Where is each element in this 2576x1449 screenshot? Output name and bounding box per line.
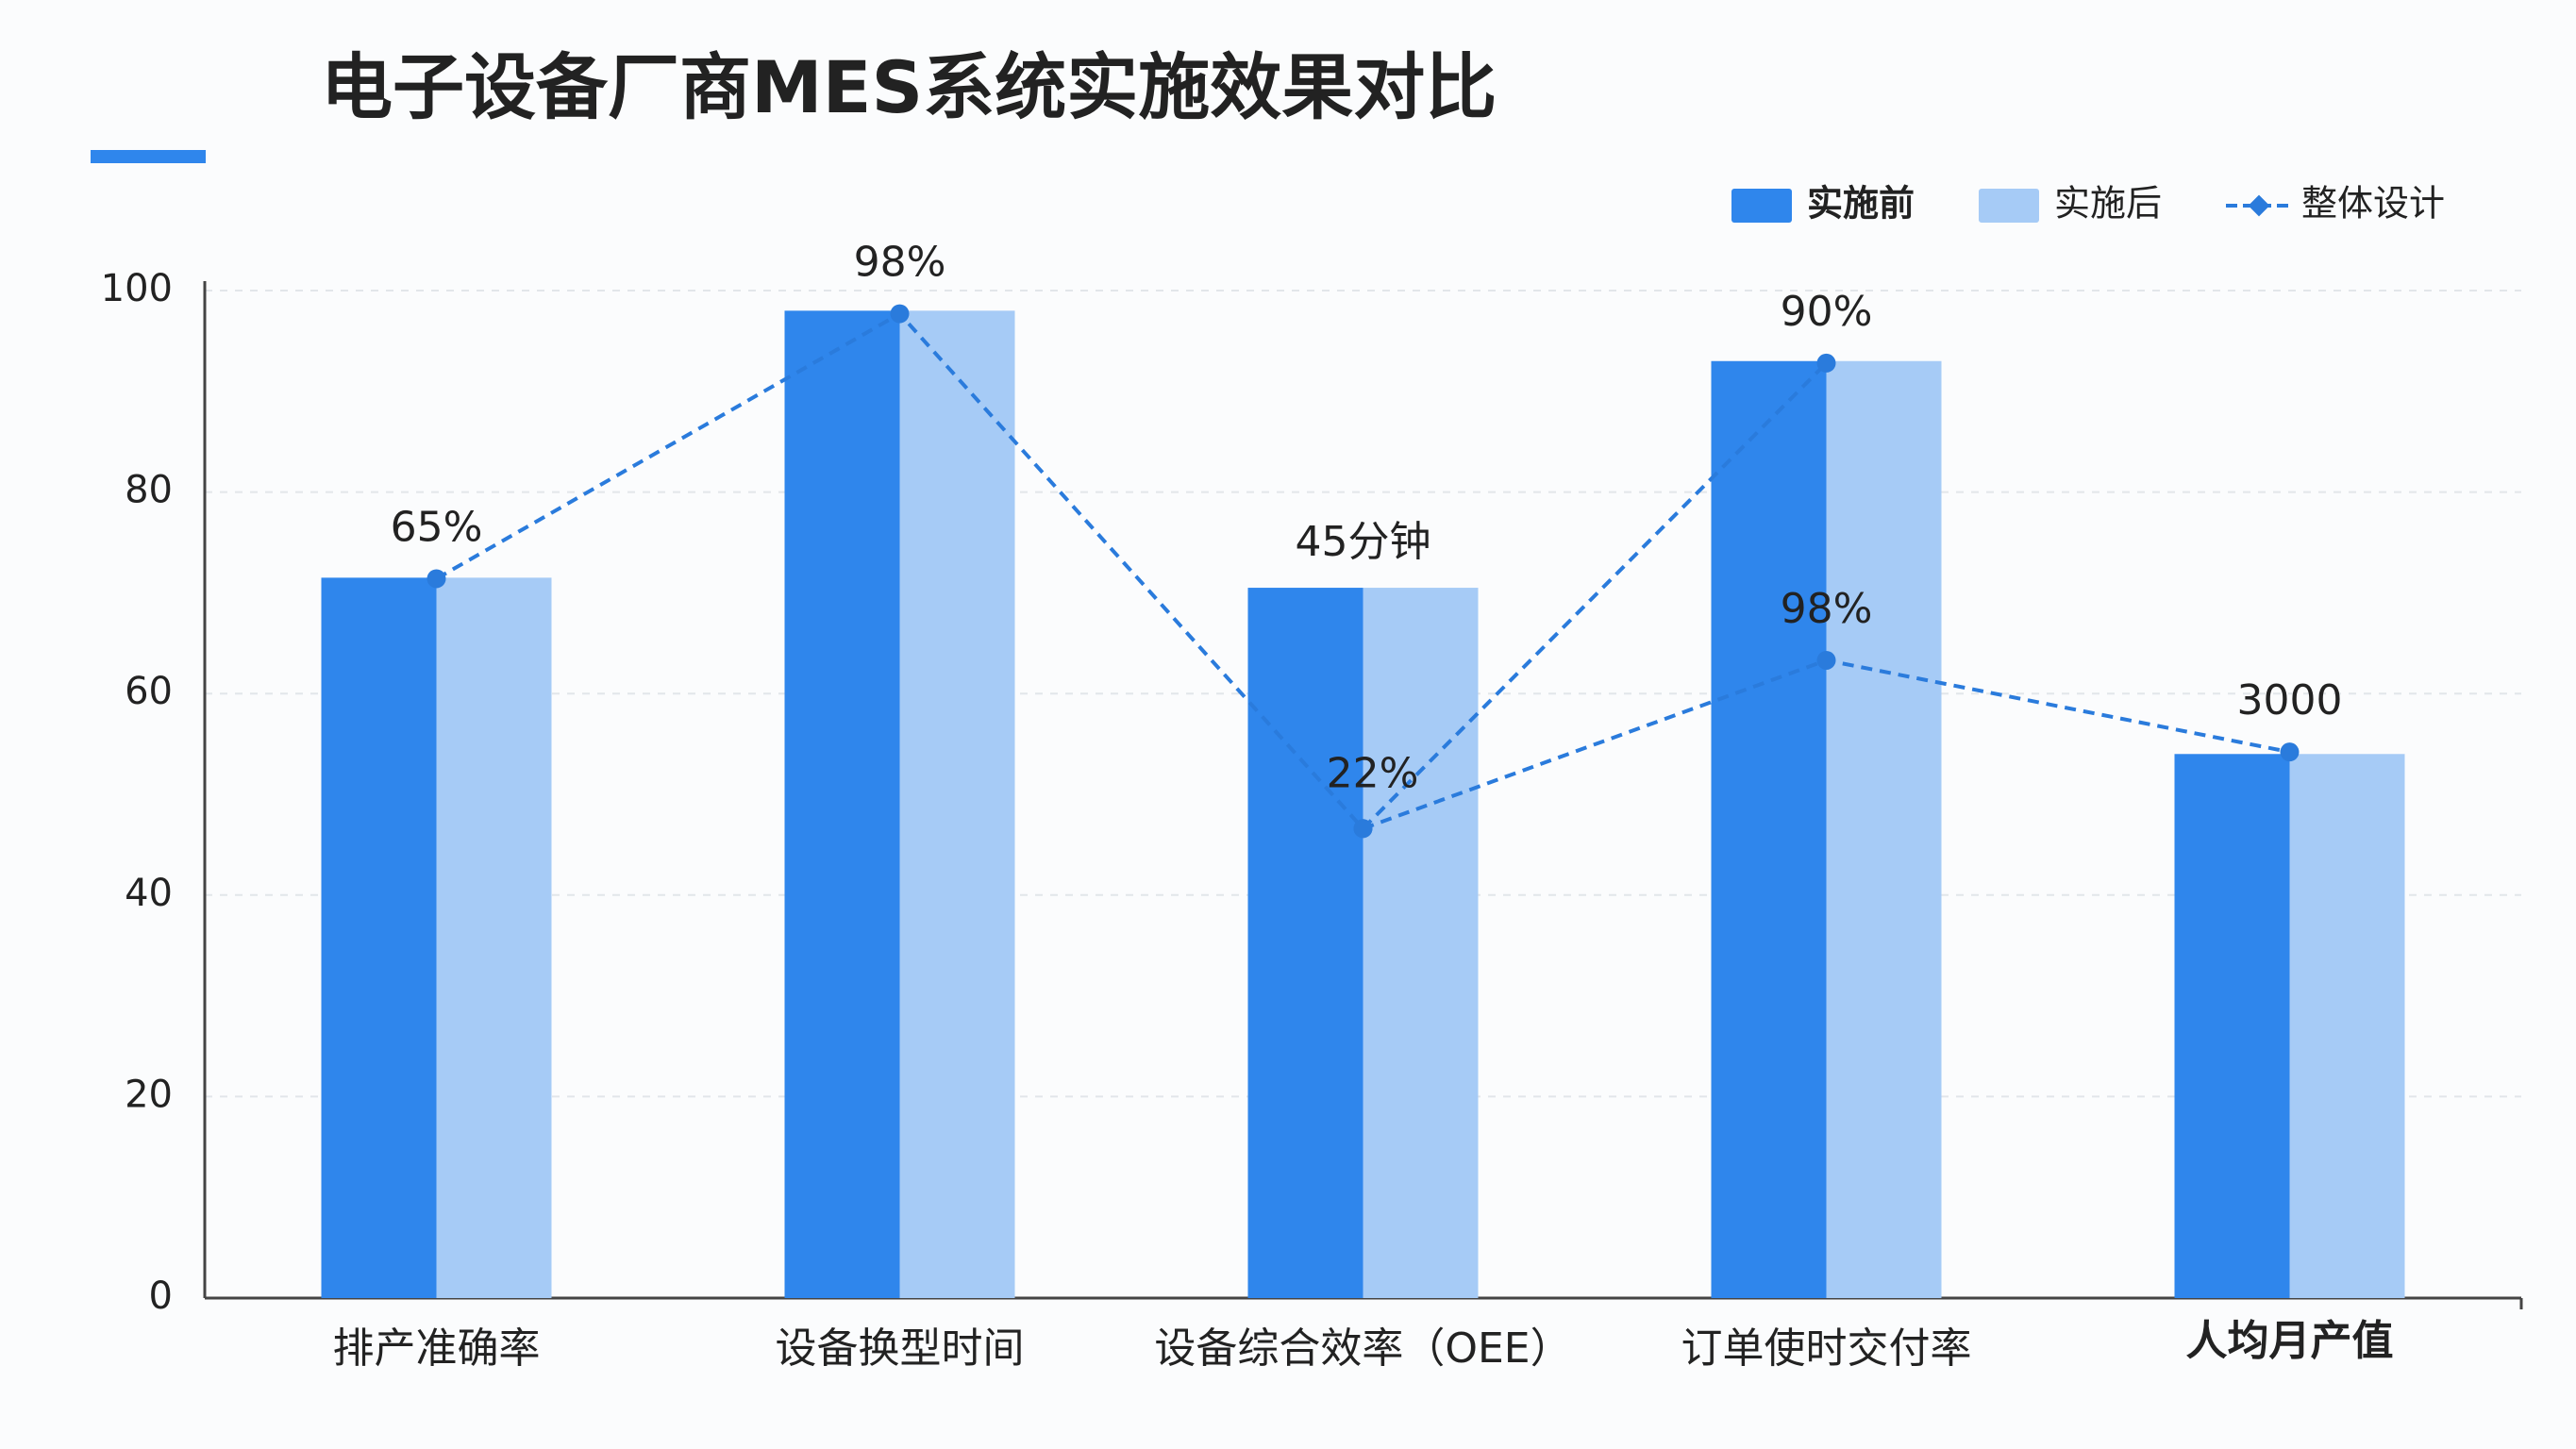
point-label: 3000: [2237, 676, 2343, 724]
chart-title: 电子设备厂商MES系统实施效果对比: [321, 45, 1497, 129]
bar: [1711, 360, 1827, 1298]
point-label: 22%: [1327, 749, 1419, 797]
bar: [2289, 754, 2405, 1298]
bar-label: 45分钟: [1296, 518, 1431, 566]
line-series: [435, 311, 1828, 832]
bar: [436, 577, 552, 1298]
line-point: [890, 304, 910, 324]
x-tick-label: 设备综合效率（OEE）: [1154, 1324, 1571, 1373]
y-tick-label: 20: [125, 1073, 173, 1116]
line-point: [427, 569, 446, 589]
title-accent: [91, 150, 206, 163]
legend-label: 实施前: [1807, 183, 1915, 225]
bar: [1363, 588, 1479, 1298]
bar: [784, 310, 900, 1298]
legend-swatch: [1979, 189, 2039, 223]
bar: [1826, 360, 1942, 1298]
x-tick-label: 设备换型时间: [776, 1324, 1025, 1373]
line-point: [1353, 819, 1373, 839]
point-label: 98%: [854, 239, 946, 287]
y-tick-label: 60: [125, 670, 173, 713]
bar: [2174, 754, 2290, 1298]
x-tick-label: 订单使时交付率: [1681, 1324, 1972, 1373]
line-point: [1816, 650, 1836, 670]
bar: [899, 310, 1015, 1298]
legend-swatch: [1731, 189, 1792, 223]
legend-label: 实施后: [2054, 183, 2162, 225]
point-label: 90%: [1781, 288, 1873, 336]
bar: [1247, 588, 1363, 1298]
legend-marker: [2248, 194, 2270, 217]
y-tick-label: 100: [101, 267, 173, 310]
bar: [321, 577, 437, 1298]
point-label: 98%: [1781, 585, 1873, 633]
x-tick-label: 排产准确率: [333, 1324, 541, 1373]
legend-label: 整体设计: [2301, 183, 2445, 225]
line-point: [1816, 353, 1836, 373]
y-tick-label: 40: [125, 872, 173, 915]
x-tick-label: 人均月产值: [2186, 1317, 2394, 1365]
y-tick-label: 80: [125, 469, 173, 512]
line-point: [2280, 742, 2300, 762]
point-label: 65%: [391, 503, 483, 551]
y-tick-label: 0: [149, 1274, 173, 1318]
